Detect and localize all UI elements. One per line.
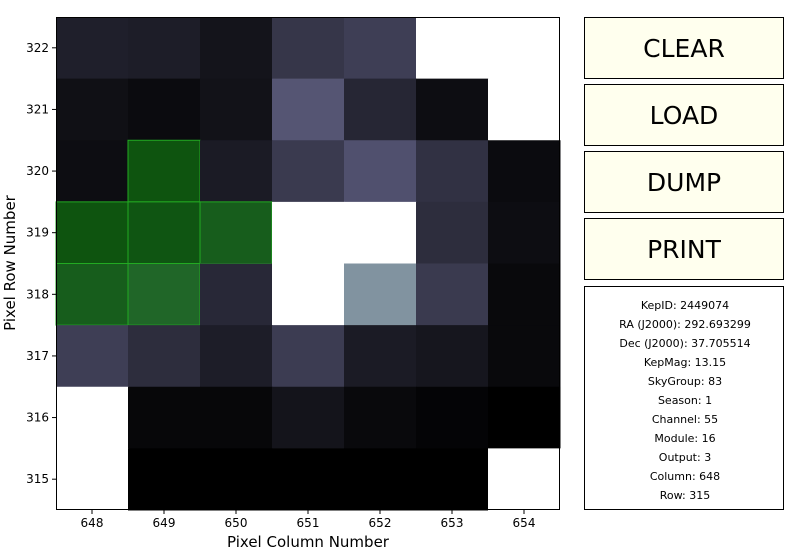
pixel-cell-651-322[interactable] bbox=[272, 17, 345, 80]
pixel-cell-651-316[interactable] bbox=[272, 386, 345, 449]
y-tick-label: 317 bbox=[26, 349, 49, 363]
pixel-cell-654-317[interactable] bbox=[488, 325, 561, 388]
pixel-cell-653-316[interactable] bbox=[416, 386, 489, 449]
pixel-cell-654-316[interactable] bbox=[488, 386, 561, 449]
pixel-cell-652-321[interactable] bbox=[344, 78, 417, 141]
pixel-cell-654-318[interactable] bbox=[488, 263, 561, 326]
pixel-cell-648-322[interactable] bbox=[56, 17, 129, 80]
plot-frame bbox=[56, 17, 560, 510]
dump-button[interactable]: DUMP bbox=[584, 151, 784, 213]
y-axis-ticks: 315 316 317 318 319 320 321 322 bbox=[26, 41, 56, 486]
pixel-cell-651-319[interactable] bbox=[272, 201, 345, 264]
pixel-cell-654-315[interactable] bbox=[488, 448, 561, 511]
pixel-cell-650-321[interactable] bbox=[200, 78, 273, 141]
pixel-cell-648-316[interactable] bbox=[56, 386, 129, 449]
x-tick-label: 653 bbox=[441, 516, 464, 530]
ra-text: RA (J2000): 292.693299 bbox=[619, 318, 751, 331]
pixel-cell-651-320[interactable] bbox=[272, 140, 345, 203]
clear-button[interactable]: CLEAR bbox=[584, 17, 784, 79]
pixel-cell-650-315[interactable] bbox=[200, 448, 273, 511]
selected-pixel-overlay-649-319[interactable] bbox=[127, 201, 201, 264]
y-tick-label: 321 bbox=[26, 102, 49, 116]
pixel-cell-653-315[interactable] bbox=[416, 448, 489, 511]
y-tick-label: 322 bbox=[26, 41, 49, 55]
x-axis-label: Pixel Column Number bbox=[227, 533, 390, 551]
load-button[interactable]: LOAD bbox=[584, 84, 784, 146]
pixel-cell-652-316[interactable] bbox=[344, 386, 417, 449]
pixel-cell-649-317[interactable] bbox=[128, 325, 201, 388]
pixel-cell-653-317[interactable] bbox=[416, 325, 489, 388]
pixel-cell-654-320[interactable] bbox=[488, 140, 561, 203]
column-text: Column: 648 bbox=[649, 470, 721, 483]
pixel-cell-649-315[interactable] bbox=[128, 448, 201, 511]
season-text: Season: 1 bbox=[657, 394, 713, 407]
pixel-cell-651-321[interactable] bbox=[272, 78, 345, 141]
pixel-cell-648-321[interactable] bbox=[56, 78, 129, 141]
y-tick-label: 319 bbox=[26, 226, 49, 240]
y-tick-label: 320 bbox=[26, 164, 49, 178]
y-tick-label: 318 bbox=[26, 287, 49, 301]
print-button[interactable]: PRINT bbox=[584, 218, 784, 280]
pixel-cell-653-322[interactable] bbox=[416, 17, 489, 80]
pixel-cell-652-315[interactable] bbox=[344, 448, 417, 511]
pixel-cell-651-317[interactable] bbox=[272, 325, 345, 388]
pixel-cell-649-316[interactable] bbox=[128, 386, 201, 449]
x-tick-label: 648 bbox=[81, 516, 104, 530]
pixel-cell-648-315[interactable] bbox=[56, 448, 129, 511]
output-text: Output: 3 bbox=[658, 451, 712, 464]
x-tick-label: 651 bbox=[297, 516, 320, 530]
selected-pixel-overlay-648-318[interactable] bbox=[55, 263, 129, 326]
pixel-cell-652-319[interactable] bbox=[344, 201, 417, 264]
selected-pixel-overlay-648-319[interactable] bbox=[55, 201, 129, 264]
x-tick-label: 649 bbox=[153, 516, 176, 530]
selected-pixel-overlay-650-319[interactable] bbox=[199, 201, 273, 264]
y-tick-label: 316 bbox=[26, 411, 49, 425]
pixel-cell-650-320[interactable] bbox=[200, 140, 273, 203]
pixel-cell-652-322[interactable] bbox=[344, 17, 417, 80]
y-axis-label: Pixel Row Number bbox=[1, 194, 19, 331]
pixel-cell-650-318[interactable] bbox=[200, 263, 273, 326]
kepid-text: KepID: 2449074 bbox=[640, 299, 730, 312]
x-axis-ticks: 648 649 650 651 652 653 654 bbox=[81, 510, 536, 530]
pixel-cell-649-321[interactable] bbox=[128, 78, 201, 141]
channel-text: Channel: 55 bbox=[651, 413, 719, 426]
pixel-cell-652-317[interactable] bbox=[344, 325, 417, 388]
pixel-cell-650-322[interactable] bbox=[200, 17, 273, 80]
pixel-cell-650-317[interactable] bbox=[200, 325, 273, 388]
pixel-cell-651-315[interactable] bbox=[272, 448, 345, 511]
pixel-cell-653-319[interactable] bbox=[416, 201, 489, 264]
pixel-cell-648-317[interactable] bbox=[56, 325, 129, 388]
x-tick-label: 652 bbox=[369, 516, 392, 530]
module-text: Module: 16 bbox=[654, 432, 716, 445]
x-tick-label: 650 bbox=[225, 516, 248, 530]
pixel-cell-650-316[interactable] bbox=[200, 386, 273, 449]
dec-text: Dec (J2000): 37.705514 bbox=[619, 337, 751, 350]
pixel-cell-654-322[interactable] bbox=[488, 17, 561, 80]
pixel-cell-648-320[interactable] bbox=[56, 140, 129, 203]
pixel-cell-651-318[interactable] bbox=[272, 263, 345, 326]
pixel-cell-653-320[interactable] bbox=[416, 140, 489, 203]
y-tick-label: 315 bbox=[26, 472, 49, 486]
pixel-cell-653-321[interactable] bbox=[416, 78, 489, 141]
pixel-cell-654-319[interactable] bbox=[488, 201, 561, 264]
kepmag-text: KepMag: 13.15 bbox=[643, 356, 727, 369]
target-info-panel: KepID: 2449074 RA (J2000): 292.693299 De… bbox=[584, 286, 784, 510]
pixel-cell-652-320[interactable] bbox=[344, 140, 417, 203]
row-text: Row: 315 bbox=[659, 489, 711, 502]
selected-pixel-overlay-649-318[interactable] bbox=[127, 263, 201, 326]
pixel-cell-652-318[interactable] bbox=[344, 263, 417, 326]
pixel-cell-654-321[interactable] bbox=[488, 78, 561, 141]
pixel-cell-649-322[interactable] bbox=[128, 17, 201, 80]
selected-pixel-overlay-649-320[interactable] bbox=[127, 139, 201, 203]
pixel-cell-653-318[interactable] bbox=[416, 263, 489, 326]
x-tick-label: 654 bbox=[513, 516, 536, 530]
skygroup-text: SkyGroup: 83 bbox=[647, 375, 723, 388]
pixel-cells[interactable] bbox=[55, 17, 561, 511]
